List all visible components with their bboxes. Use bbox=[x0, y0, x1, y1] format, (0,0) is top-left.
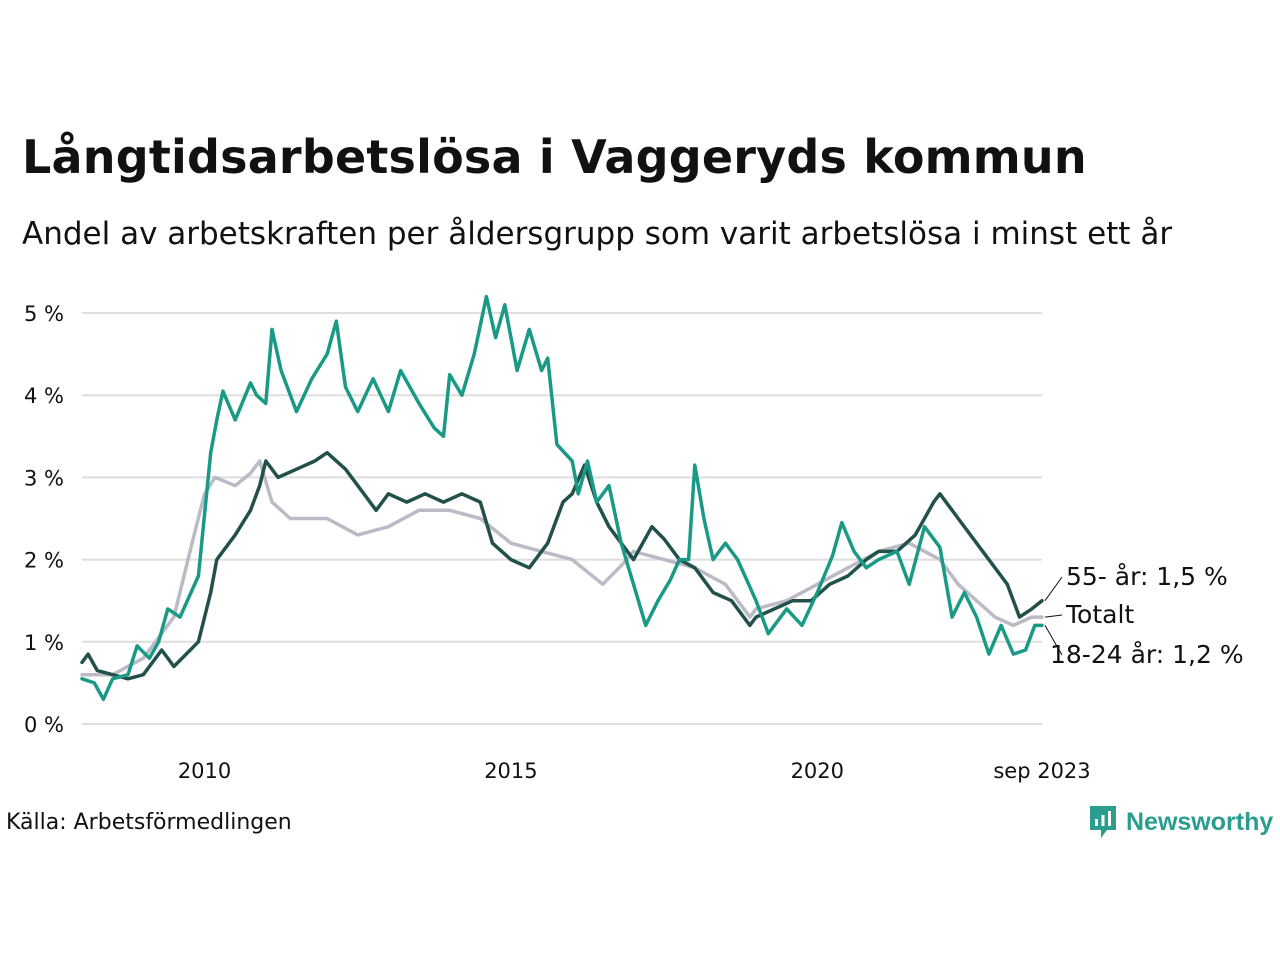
series-line-young bbox=[80, 294, 1044, 702]
gridlines bbox=[82, 312, 1042, 725]
y-tick-label: 4 % bbox=[24, 384, 64, 408]
chart-title: Långtidsarbetslösa i Vaggeryds kommun bbox=[22, 130, 1087, 184]
series-line-old bbox=[80, 450, 1044, 681]
y-tick-label: 3 % bbox=[24, 466, 64, 490]
series-labels: Totalt 55- år: 1,5 % 18-24 år: 1,2 % bbox=[1044, 562, 1244, 669]
label-leader bbox=[1044, 625, 1063, 656]
source-note: Källa: Arbetsförmedlingen bbox=[6, 810, 292, 835]
x-tick-label: 2015 bbox=[484, 759, 537, 783]
y-axis-ticks: 0 % 1 % 2 % 3 % 4 % 5 % bbox=[24, 302, 64, 737]
series-label-total: Totalt bbox=[1065, 600, 1134, 629]
x-tick-label: 2010 bbox=[178, 759, 231, 783]
newsworthy-logo[interactable]: Newsworthy bbox=[1088, 804, 1273, 840]
y-tick-label: 2 % bbox=[24, 549, 64, 573]
y-tick-label: 1 % bbox=[24, 631, 64, 655]
series-lines bbox=[80, 294, 1044, 702]
series-line-total bbox=[80, 459, 1044, 677]
newsworthy-icon bbox=[1090, 806, 1116, 838]
x-tick-label: sep 2023 bbox=[993, 759, 1090, 783]
y-tick-label: 0 % bbox=[24, 713, 64, 737]
series-label-young: 18-24 år: 1,2 % bbox=[1050, 640, 1244, 669]
series-label-old: 55- år: 1,5 % bbox=[1066, 562, 1228, 591]
label-leader bbox=[1044, 614, 1063, 618]
x-tick-label: 2020 bbox=[791, 759, 844, 783]
label-leader bbox=[1044, 576, 1063, 601]
brand-name: Newsworthy bbox=[1126, 807, 1274, 836]
y-tick-label: 5 % bbox=[24, 302, 64, 326]
x-axis-ticks: 2010 2015 2020 sep 2023 bbox=[178, 759, 1091, 783]
chart-subtitle: Andel av arbetskraften per åldersgrupp s… bbox=[22, 216, 1173, 252]
